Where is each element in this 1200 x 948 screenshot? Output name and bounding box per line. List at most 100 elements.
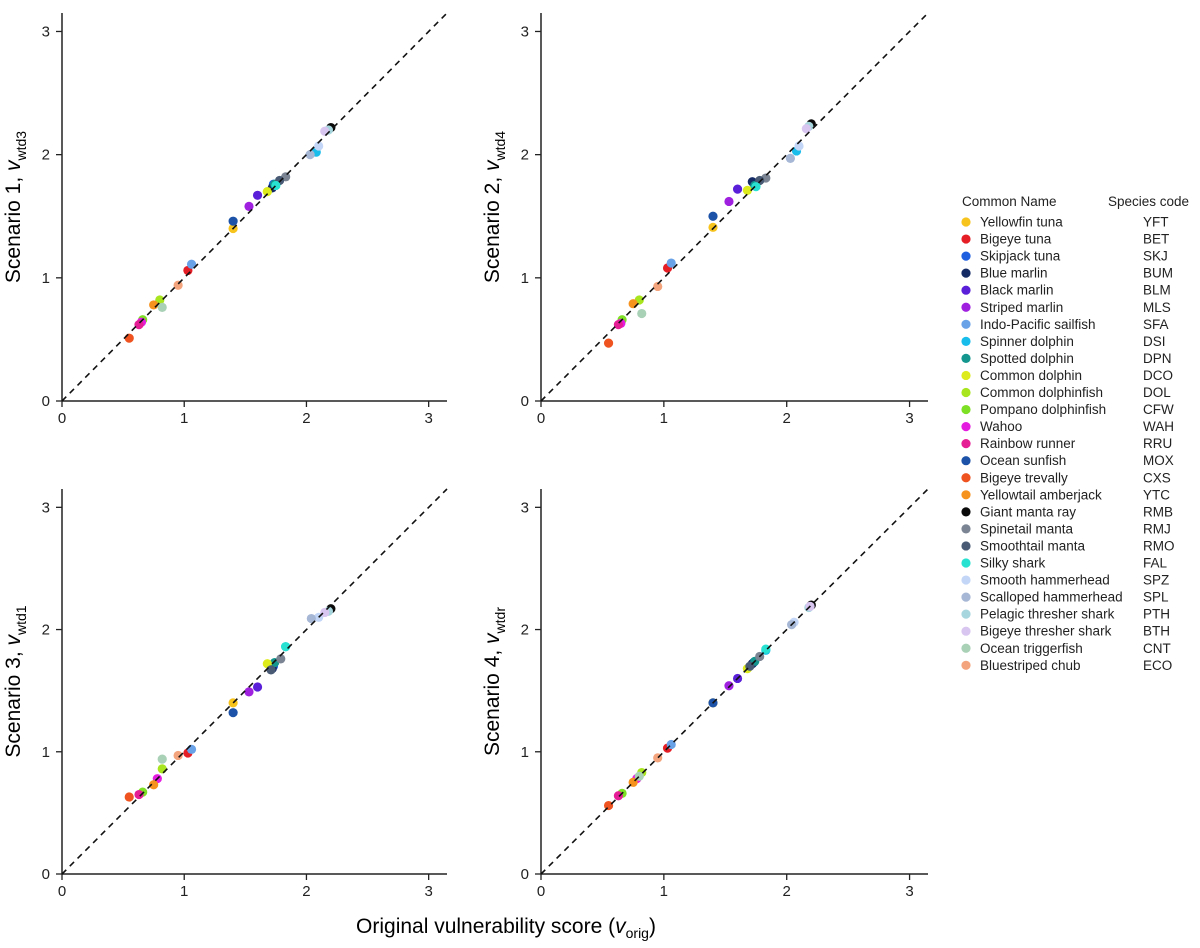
legend-marker [961, 643, 971, 653]
point-rmj [276, 654, 286, 664]
legend-marker [961, 541, 971, 551]
y-tick-label: 2 [521, 147, 529, 164]
legend-marker [961, 336, 971, 346]
legend-name: Ocean triggerfish [980, 641, 1083, 656]
legend-marker [961, 575, 971, 585]
legend-code: MOX [1143, 453, 1174, 468]
legend-code: BTH [1143, 624, 1170, 639]
legend-code: YFT [1143, 215, 1169, 230]
legend-code: CXS [1143, 470, 1171, 485]
point-fal [751, 182, 761, 192]
x-tick-label: 1 [660, 410, 668, 427]
legend-marker [961, 387, 971, 398]
legend-name: Bigeye trevally [980, 470, 1068, 485]
point-bth [320, 126, 330, 136]
y-tick-label: 2 [521, 622, 529, 639]
y-label-var: v [481, 159, 504, 171]
legend-marker [961, 609, 971, 619]
legend-entry-fal: Silky shark FAL [961, 556, 1168, 571]
point-rru [134, 320, 144, 330]
legend-entry-wah: Wahoo WAH [961, 419, 1174, 434]
legend-code: FAL [1143, 556, 1168, 571]
reference-line-y-equals-x [540, 488, 929, 875]
legend-entry-cnt: Ocean triggerfish CNT [961, 641, 1171, 656]
legend-name: Smooth hammerhead [980, 573, 1110, 588]
legend-marker [961, 404, 971, 415]
point-mls [244, 687, 254, 697]
point-cnt [637, 308, 647, 319]
legend-marker [961, 422, 971, 432]
x-tick-label: 2 [783, 883, 791, 900]
point-rmo [266, 665, 276, 675]
y-tick-label: 0 [42, 393, 50, 410]
point-blm [732, 184, 743, 194]
legend-name: Silky shark [980, 556, 1046, 571]
point-ytc [628, 299, 638, 309]
legend-name: Bluestriped chub [980, 658, 1081, 673]
y-tick-label: 3 [42, 23, 50, 40]
legend-marker [961, 319, 971, 329]
point-blm [252, 682, 263, 692]
y-tick-label: 1 [521, 744, 529, 761]
legend-marker [961, 353, 971, 363]
legend-entry-skj: Skipjack tuna SKJ [961, 249, 1168, 264]
point-sfa [186, 744, 197, 754]
legend-code: DCO [1143, 368, 1173, 383]
legend-code: RMJ [1143, 521, 1171, 536]
legend-marker [961, 234, 971, 244]
legend-code: YTC [1143, 487, 1170, 502]
point-dco [262, 187, 272, 197]
point-mox [708, 211, 718, 221]
legend-code: RMB [1143, 504, 1173, 519]
legend-entry-spz: Smooth hammerhead SPZ [961, 573, 1169, 588]
legend-entry-yft: Yellowfin tuna YFT [961, 215, 1169, 230]
legend-name: Common dolphinfish [980, 385, 1103, 400]
legend-code: CFW [1143, 402, 1174, 417]
legend-code: RRU [1143, 436, 1172, 451]
legend-entry-cxs: Bigeye trevally CXS [961, 470, 1171, 485]
y-tick-label: 1 [521, 270, 529, 287]
legend-marker [961, 302, 971, 312]
point-sfa [186, 259, 197, 269]
legend-code: SPZ [1143, 573, 1169, 588]
point-bth [320, 607, 330, 618]
legend-marker [961, 660, 971, 670]
point-mls [724, 681, 734, 691]
legend-marker [961, 439, 971, 449]
legend-name: Giant manta ray [980, 504, 1076, 519]
legend-code: DPN [1143, 351, 1172, 366]
point-mls [724, 196, 734, 207]
legend-entry-dsi: Spinner dolphin DSI [961, 334, 1166, 349]
legend-entry-dpn: Spotted dolphin DPN [961, 351, 1172, 366]
legend-code: DSI [1143, 334, 1166, 349]
point-rru [134, 789, 144, 800]
y-tick-label: 0 [521, 393, 529, 410]
y-tick-label: 3 [521, 23, 529, 40]
legend-name: Pelagic thresher shark [980, 607, 1115, 622]
legend-code: SFA [1143, 317, 1169, 332]
y-label-sub: wtdr [492, 607, 508, 635]
x-tick-label: 2 [783, 410, 791, 427]
point-blm [252, 190, 263, 200]
point-spl [785, 153, 796, 163]
y-label-text: Scenario 2, [481, 171, 504, 283]
legend-code: BLM [1143, 283, 1171, 298]
legend-entry-spl: Scalloped hammerhead SPL [961, 590, 1169, 605]
legend-marker [961, 490, 971, 500]
legend-name: Skipjack tuna [980, 249, 1061, 264]
y-axis-label-3: Scenario 3, vwtd1 [2, 605, 29, 757]
legend-name: Pompano dolphinfish [980, 402, 1106, 417]
x-tick-label: 3 [905, 410, 913, 427]
legend-name: Wahoo [980, 419, 1022, 434]
x-tick-label: 1 [180, 883, 188, 900]
legend-entry-rmj: Spinetail manta RMJ [961, 521, 1171, 536]
point-spz [314, 141, 324, 151]
point-eco [653, 281, 663, 292]
legend-name: Yellowfin tuna [980, 215, 1063, 230]
legend-entry-rmb: Giant manta ray RMB [961, 504, 1173, 519]
y-label-var: v [2, 634, 25, 646]
legend-marker [961, 473, 971, 483]
y-label-sub: wtd1 [13, 605, 29, 636]
legend-entry-sfa: Indo-Pacific sailfish SFA [961, 317, 1169, 332]
